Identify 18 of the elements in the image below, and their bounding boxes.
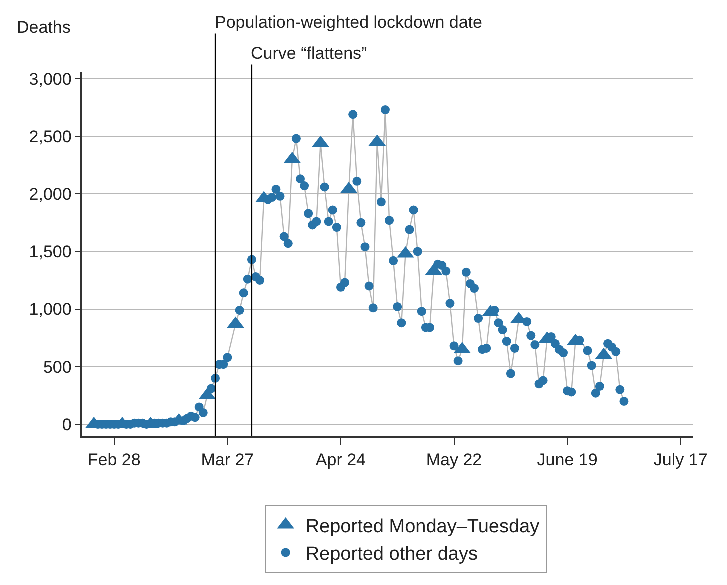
x-tick-label: Mar 27 — [201, 450, 254, 470]
y-tick-label: 2,000 — [29, 185, 72, 204]
x-tick-label: May 22 — [426, 450, 482, 470]
y-tick-label: 0 — [62, 415, 72, 434]
legend-label: Reported other days — [306, 544, 478, 566]
y-tick-label: 1,000 — [29, 300, 72, 320]
x-tick-label: Apr 24 — [316, 450, 366, 470]
x-tick-label: Feb 28 — [88, 450, 141, 470]
legend-label: Reported Monday–Tuesday — [306, 516, 540, 538]
ref-line-label: Curve “flattens” — [251, 44, 368, 63]
y-tick-label: 1,500 — [29, 242, 72, 262]
y-tick-label: 500 — [43, 358, 72, 377]
x-tick-label: June 19 — [537, 450, 598, 470]
y-tick-label: 3,000 — [29, 70, 72, 89]
x-tick-label: July 17 — [654, 450, 708, 470]
y-tick-label: 2,500 — [29, 127, 72, 146]
y-axis-title: Deaths — [17, 18, 71, 37]
ref-line-label: Population-weighted lockdown date — [215, 13, 482, 32]
